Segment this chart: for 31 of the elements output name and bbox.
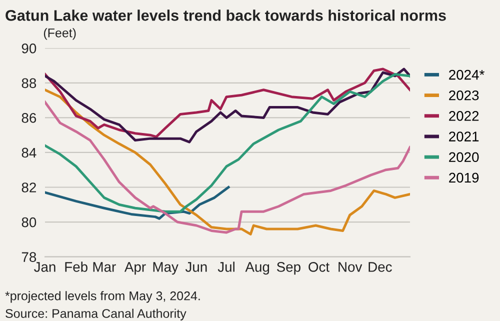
legend-label: 2022 (449, 111, 479, 121)
source-note: Source: Panama Canal Authority (6, 308, 186, 320)
x-tick-label: Feb (65, 262, 88, 272)
y-tick-label: 82 (22, 182, 36, 192)
y-axis-title: (Feet) (44, 28, 76, 40)
line-series (45, 72, 410, 213)
x-tick-label: Mar (93, 262, 116, 272)
x-tick-label: May (153, 262, 178, 275)
legend-label: 2023 (449, 90, 479, 100)
x-tick-label: Jun (185, 262, 207, 272)
y-tick-label: 84 (22, 148, 36, 158)
x-tick-label: Jan (34, 262, 56, 272)
x-tick-label: Dec (368, 262, 392, 272)
legend-label: 2024* (449, 70, 484, 80)
legend-label: 2021 (449, 132, 479, 142)
y-tick-label: 80 (22, 217, 36, 228)
x-tick-label: Aug (245, 262, 270, 275)
chart-title: Gatun Lake water levels trend back towards historical norms (6, 10, 446, 21)
x-tick-label: Nov (338, 262, 362, 272)
x-tick-label: Jul (218, 262, 234, 272)
x-tick-label: Apr (124, 262, 146, 275)
line-series (45, 186, 230, 220)
y-tick-label: 90 (22, 43, 36, 54)
legend-label: 2020 (449, 152, 479, 162)
x-tick-label: Oct (308, 262, 330, 272)
y-tick-label: 86 (22, 113, 36, 123)
y-tick-label: 88 (22, 78, 36, 88)
legend-label: 2019 (449, 172, 479, 183)
y-tick-label: 78 (22, 252, 36, 262)
text: *projected levels from May 3, 2024. (5, 291, 200, 303)
x-tick-label: Sep (276, 262, 300, 275)
